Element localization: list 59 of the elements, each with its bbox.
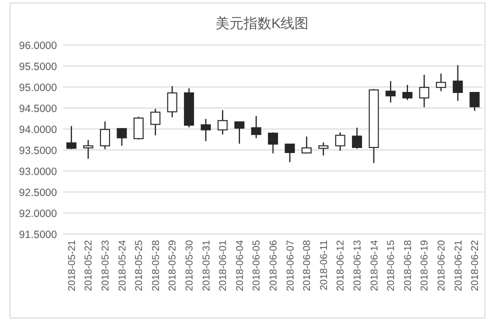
- candlestick: [419, 74, 430, 108]
- x-tick-label: 2018-06-20: [436, 240, 448, 292]
- x-tick-label: 2018-05-29: [168, 240, 179, 292]
- x-tick-label: 2018-06-08: [302, 240, 314, 292]
- candlestick: [167, 86, 178, 118]
- candlestick: [83, 139, 94, 160]
- candlestick: [302, 136, 312, 154]
- candlestick: [318, 142, 328, 156]
- x-tick-label: 2018-06-14: [369, 240, 380, 292]
- candlestick: [150, 108, 160, 136]
- x-tick-label: 2018-06-12: [336, 240, 347, 292]
- y-tick-label: 93.0000: [19, 166, 58, 178]
- candlestick: [116, 128, 127, 146]
- x-tick-label: 2018-06-05: [252, 240, 263, 292]
- candlestick: [436, 72, 446, 92]
- x-tick-label: 2018-05-23: [100, 240, 112, 292]
- x-tick-label: 2018-05-28: [150, 240, 162, 292]
- candlestick: [452, 64, 463, 102]
- candlestick: [100, 120, 110, 150]
- y-tick-label: 92.0000: [19, 208, 58, 220]
- chart-title: 美元指数K线图: [215, 15, 309, 31]
- y-tick-label: 93.5000: [19, 145, 58, 157]
- y-tick-label: 96.0000: [19, 40, 58, 52]
- candlestick: [386, 80, 396, 104]
- candlestick: [352, 127, 362, 150]
- candlestick: [218, 110, 228, 136]
- x-tick-label: 2018-06-06: [268, 240, 280, 292]
- x-tick-label: 2018-05-22: [84, 240, 95, 292]
- x-tick-label: 2018-06-22: [470, 240, 482, 292]
- y-tick-label: 92.5000: [19, 187, 58, 199]
- x-tick-label: 2018-06-19: [420, 240, 431, 292]
- x-tick-label: 2018-05-30: [184, 240, 196, 292]
- x-tick-label: 2018-06-18: [402, 240, 414, 292]
- x-tick-label: 2018-06-15: [386, 240, 398, 292]
- candlestick: [200, 118, 211, 142]
- candlestick: [251, 115, 262, 139]
- candlestick: [402, 84, 412, 101]
- candlestick: [234, 121, 244, 144]
- y-tick-label: 94.0000: [19, 124, 58, 136]
- y-tick-label: 94.5000: [19, 103, 58, 115]
- x-tick-label: 2018-06-11: [318, 240, 330, 290]
- x-tick-label: 2018-06-13: [352, 240, 364, 292]
- y-tick-label: 95.5000: [19, 61, 58, 73]
- x-tick-label: 2018-05-25: [134, 240, 146, 292]
- candlestick: [134, 116, 144, 140]
- candlestick: [268, 132, 278, 154]
- candlestick: [335, 132, 346, 152]
- candlestick: [66, 125, 76, 150]
- x-tick-label: 2018-05-31: [201, 240, 212, 292]
- candlestick: [284, 144, 295, 163]
- x-tick-label: 2018-06-21: [453, 240, 464, 292]
- candlestick: [470, 92, 480, 112]
- x-tick-label: 2018-05-21: [66, 240, 78, 292]
- x-tick-label: 2018-06-07: [285, 240, 296, 292]
- y-tick-label: 91.5000: [19, 229, 58, 241]
- y-tick-label: 95.0000: [19, 82, 58, 94]
- x-tick-label: 2018-05-24: [117, 240, 128, 292]
- x-tick-label: 2018-06-01: [218, 240, 230, 292]
- x-tick-label: 2018-06-04: [234, 240, 246, 292]
